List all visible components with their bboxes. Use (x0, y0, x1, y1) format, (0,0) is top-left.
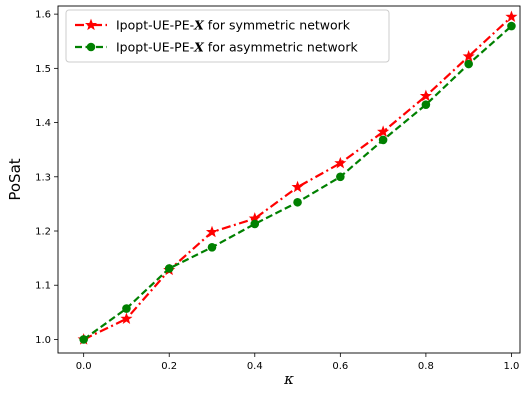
series-2-point (378, 135, 388, 145)
series-2-point (421, 100, 431, 109)
x-tick-label: 1.0 (503, 361, 519, 372)
series-1-point (120, 312, 133, 324)
series-1-point (462, 50, 475, 62)
y-tick-label: 1.0 (35, 335, 51, 346)
y-tick-label: 1.5 (35, 64, 51, 75)
series-1-point (377, 125, 390, 137)
series-2-point (293, 197, 302, 207)
legend: Ipopt-UE-PE-X for symmetric networkIpopt… (65, 9, 390, 63)
axes: 0.0 0.2 0.4 0.6 0.8 1.0 1.0 1.1 1.2 1.3 1.4 1.5 1.6 (35, 5, 521, 372)
series-1-point (505, 10, 518, 22)
y-axis-label: PoSat (6, 158, 24, 200)
series-1-point (291, 180, 304, 193)
x-tick-label: 0.0 (76, 361, 92, 372)
legend-label-2: Ipopt-UE-PE-X for asymmetric network (116, 40, 358, 55)
plot-frame (57, 5, 521, 354)
x-tick-label: 0.2 (161, 361, 177, 372)
x-axis-label: κ (283, 370, 294, 388)
y-tick-label: 1.1 (35, 281, 51, 292)
legend-marker-2 (86, 42, 96, 52)
legend-label-1: Ipopt-UE-PE-X for symmetric network (116, 18, 351, 33)
plot-area (77, 10, 518, 345)
series-1-line (83, 16, 513, 341)
series-2-point (122, 304, 131, 313)
x-tick-label: 0.4 (247, 361, 263, 372)
legend-marker-1 (84, 18, 98, 31)
legend-box (65, 9, 390, 63)
legend-label-suffix: for symmetric network (204, 18, 351, 33)
series-2-point (79, 335, 88, 344)
series-2-point (250, 219, 260, 229)
x-tick-label: 0.8 (418, 361, 434, 372)
legend-label-suffix: for asymmetric network (204, 40, 359, 55)
series-1-point (419, 89, 432, 102)
series-2 (79, 21, 516, 344)
series-2-point (336, 172, 345, 182)
y-tick-label: 1.3 (35, 172, 51, 183)
legend-label-prefix: Ipopt-UE-PE- (116, 18, 194, 33)
x-tick-label: 0.6 (332, 361, 348, 372)
legend-label-prefix: Ipopt-UE-PE- (116, 40, 194, 55)
series-2-point (464, 59, 473, 69)
y-tick-label: 1.6 (35, 10, 51, 21)
legend-label-symbol: X (193, 18, 205, 33)
legend-label-symbol: X (193, 40, 205, 55)
y-tick-label: 1.2 (35, 227, 51, 238)
series-1 (77, 10, 518, 345)
series-2-point (507, 21, 516, 31)
series-1-point (334, 156, 347, 169)
series-2-point (164, 264, 174, 273)
y-tick-label: 1.4 (35, 118, 51, 129)
series-2-point (207, 242, 217, 252)
series-1-point (205, 225, 219, 238)
